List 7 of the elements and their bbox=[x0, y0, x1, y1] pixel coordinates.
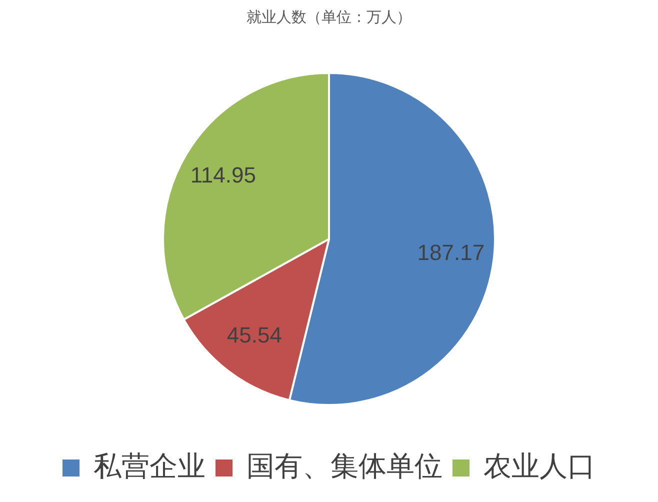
data-label: 114.95 bbox=[190, 162, 256, 188]
data-label: 45.54 bbox=[226, 322, 282, 348]
chart-title: 就业人数（单位：万人） bbox=[246, 8, 412, 26]
data-label: 187.17 bbox=[417, 240, 485, 265]
legend-label: 农业人口 bbox=[484, 451, 596, 482]
legend-label: 私营企业 bbox=[94, 451, 206, 482]
legend-label: 国有、集体单位 bbox=[246, 451, 442, 482]
